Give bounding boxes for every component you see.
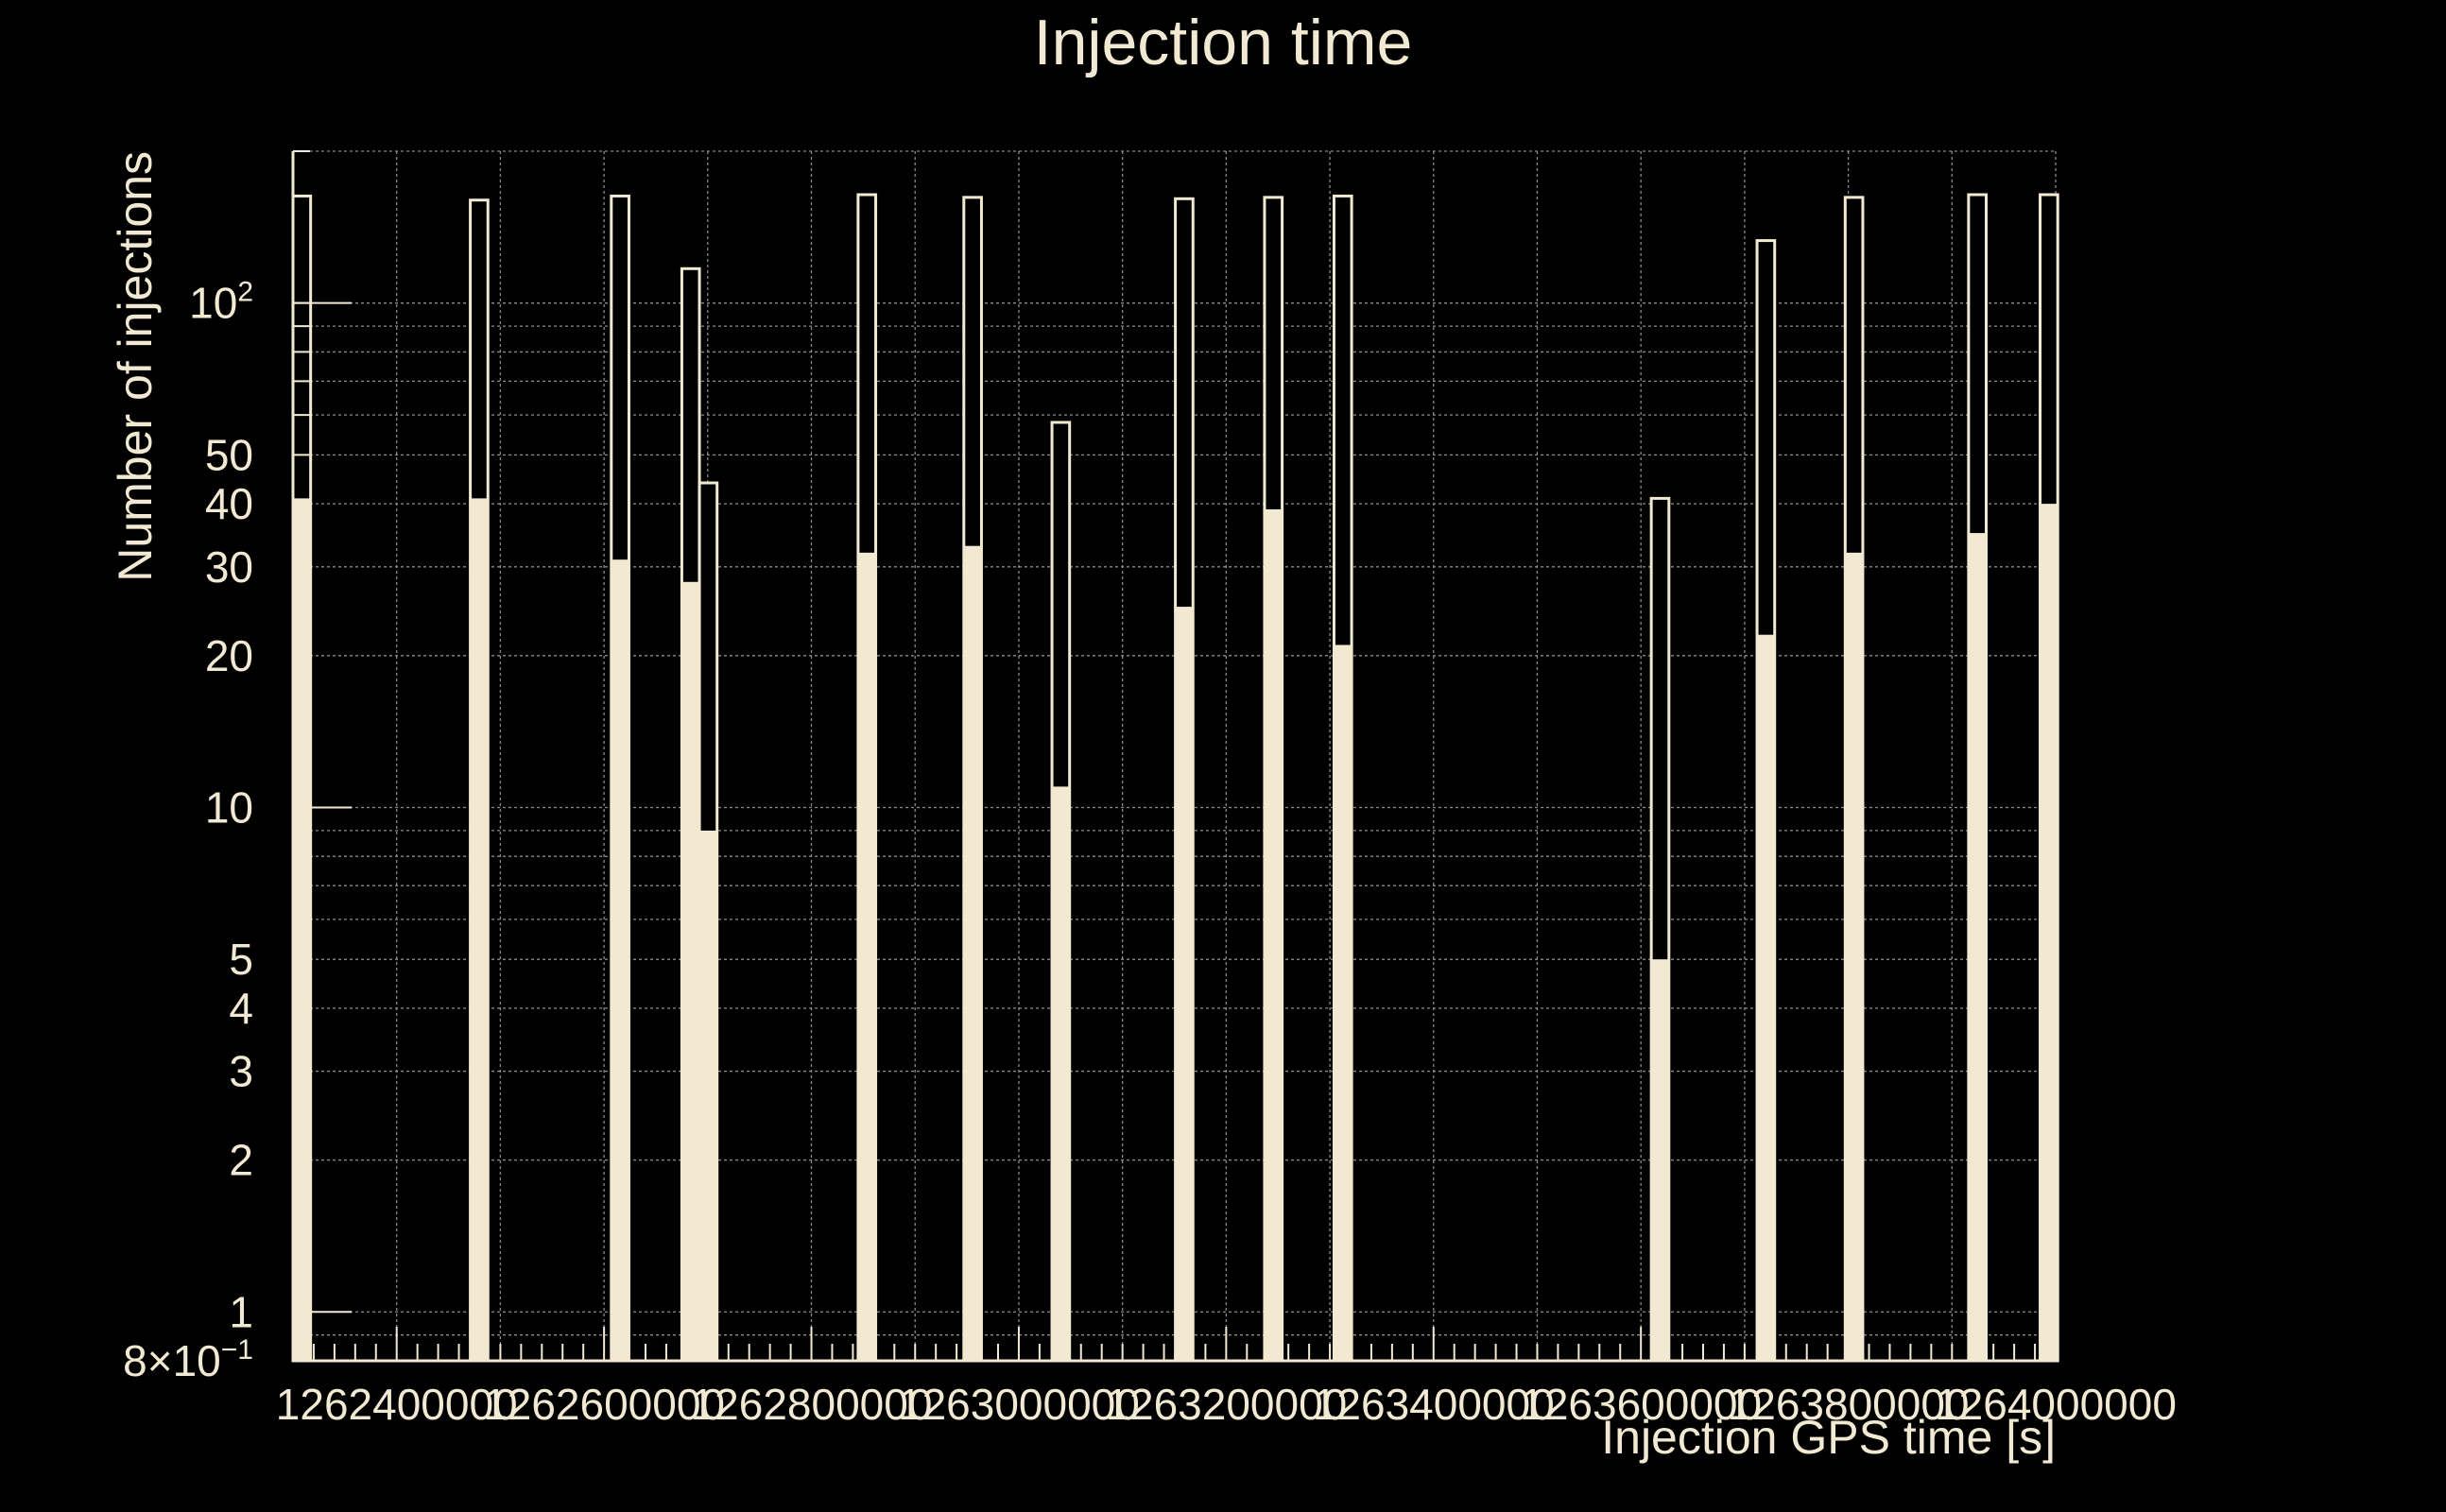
bar-found-injections: [1264, 508, 1283, 1361]
y-tick-label: 10: [205, 782, 253, 832]
y-tick-label: 30: [205, 542, 253, 592]
histogram-bars: [291, 193, 2059, 1363]
bar-found-injections: [2040, 504, 2058, 1361]
x-tick-label: 1263200000: [1105, 1380, 1347, 1429]
bar-found-injections: [1334, 644, 1352, 1361]
bar-found-injections: [1757, 634, 1775, 1361]
y-tick-label: 4: [229, 984, 253, 1033]
bar-found-injections: [1845, 552, 1863, 1361]
y-tick-label: 20: [205, 631, 253, 680]
y-tick-label: 8×10−1: [123, 1334, 253, 1385]
x-tick-label: 1262600000: [483, 1380, 725, 1429]
x-axis-label: Injection GPS time [s]: [1601, 1411, 2056, 1464]
y-tick-label: 50: [205, 430, 253, 479]
bar-found-injections: [1651, 959, 1669, 1361]
bar-found-injections: [681, 581, 700, 1361]
x-tick-label: 1262400000: [276, 1380, 518, 1429]
bar-found-injections: [857, 552, 876, 1361]
y-tick-label: 102: [189, 277, 253, 328]
bar-found-injections: [293, 498, 311, 1361]
x-tick-label: 1263400000: [1313, 1380, 1555, 1429]
bar-found-injections: [699, 830, 717, 1361]
y-tick-label: 5: [229, 935, 253, 984]
x-tick-label: 1262800000: [691, 1380, 933, 1429]
chart-title: Injection time: [1034, 7, 1413, 78]
bar-found-injections: [963, 545, 982, 1361]
y-axis-label: Number of injections: [109, 151, 162, 582]
y-tick-label: 3: [229, 1047, 253, 1096]
bar-found-injections: [1052, 786, 1070, 1361]
bar-found-injections: [1968, 533, 1987, 1361]
y-tick-label: 1: [229, 1287, 253, 1336]
x-tick-label: 1263600000: [1520, 1380, 1762, 1429]
bar-found-injections: [611, 559, 629, 1361]
x-tick-label: 1263000000: [898, 1380, 1140, 1429]
y-tick-label: 40: [205, 479, 253, 528]
bar-found-injections: [1175, 607, 1194, 1361]
bar-found-injections: [470, 498, 489, 1361]
x-tick-label: 1263800000: [1728, 1380, 1970, 1429]
y-tick-label: 2: [229, 1136, 253, 1185]
x-tick-label: 1264000000: [1935, 1380, 2177, 1429]
axes: [291, 150, 2057, 1363]
